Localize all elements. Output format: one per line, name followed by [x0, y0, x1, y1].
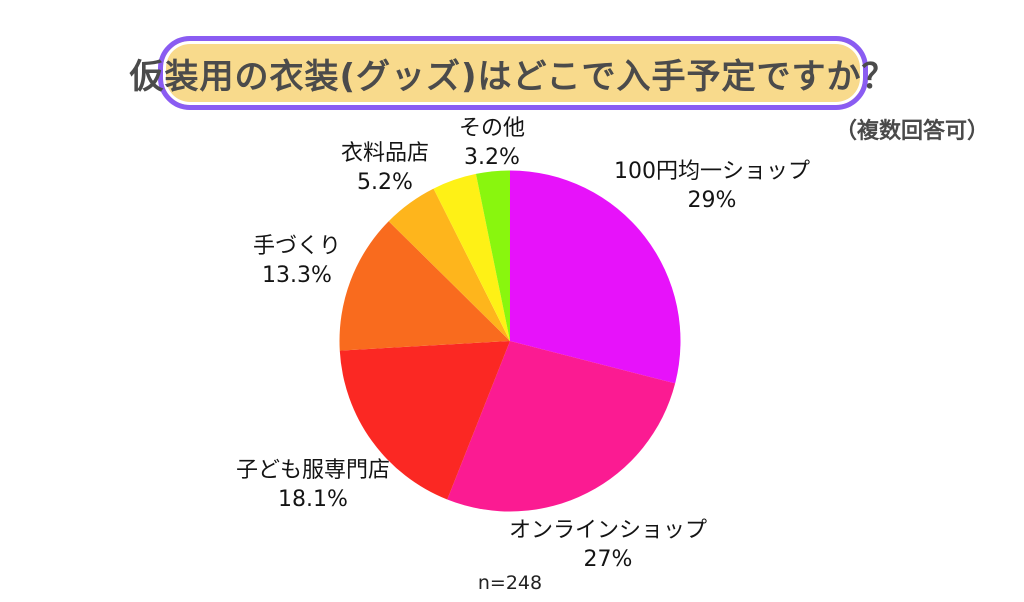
pie-label-clothing-store: 衣料品店 5.2% [341, 139, 429, 197]
pie-slice-3 [339, 221, 510, 351]
pie-label-percent: 5.2% [357, 170, 413, 195]
pie-slice-6 [475, 170, 510, 341]
pie-slice-4 [388, 188, 510, 341]
question-title-box: 仮装用の衣装(グッズ)はどこで入手予定ですか？ [129, 36, 896, 110]
multiple-answers-note: （複数回答可） [834, 119, 990, 144]
pie-label-percent: 18.1% [278, 487, 348, 512]
pie-label-percent: 27% [583, 547, 633, 572]
pie-label-name: 100円均一ショップ [614, 159, 810, 184]
pie-label-name: 手づくり [252, 234, 342, 259]
sample-size: n=248 [477, 572, 543, 594]
pie-label-percent: 3.2% [464, 145, 520, 170]
pie-label-other: その他 3.2% [459, 114, 525, 172]
pie-label-online-shop: オンラインショップ 27% [509, 516, 707, 574]
pie-label-name: 衣料品店 [340, 141, 430, 166]
pie-slice-5 [433, 173, 510, 341]
pie-label-percent: 13.3% [262, 263, 332, 288]
pie-label-name: その他 [458, 116, 526, 141]
pie-label-handmade: 手づくり 13.3% [253, 232, 341, 290]
pie-label-kids-clothing-store: 子ども服専門店 18.1% [236, 456, 390, 514]
pie-slice-2 [339, 341, 510, 500]
pie-label-name: 子ども服専門店 [235, 458, 391, 483]
pie-slice-0 [510, 170, 681, 384]
pie-label-percent: 29% [687, 188, 737, 213]
pie-slice-1 [447, 341, 676, 512]
pie-label-name: オンラインショップ [508, 518, 708, 543]
question-title: 仮装用の衣装(グッズ)はどこで入手予定ですか？ [129, 56, 897, 97]
pie-label-100yen-shop: 100円均一ショップ 29% [614, 157, 810, 215]
